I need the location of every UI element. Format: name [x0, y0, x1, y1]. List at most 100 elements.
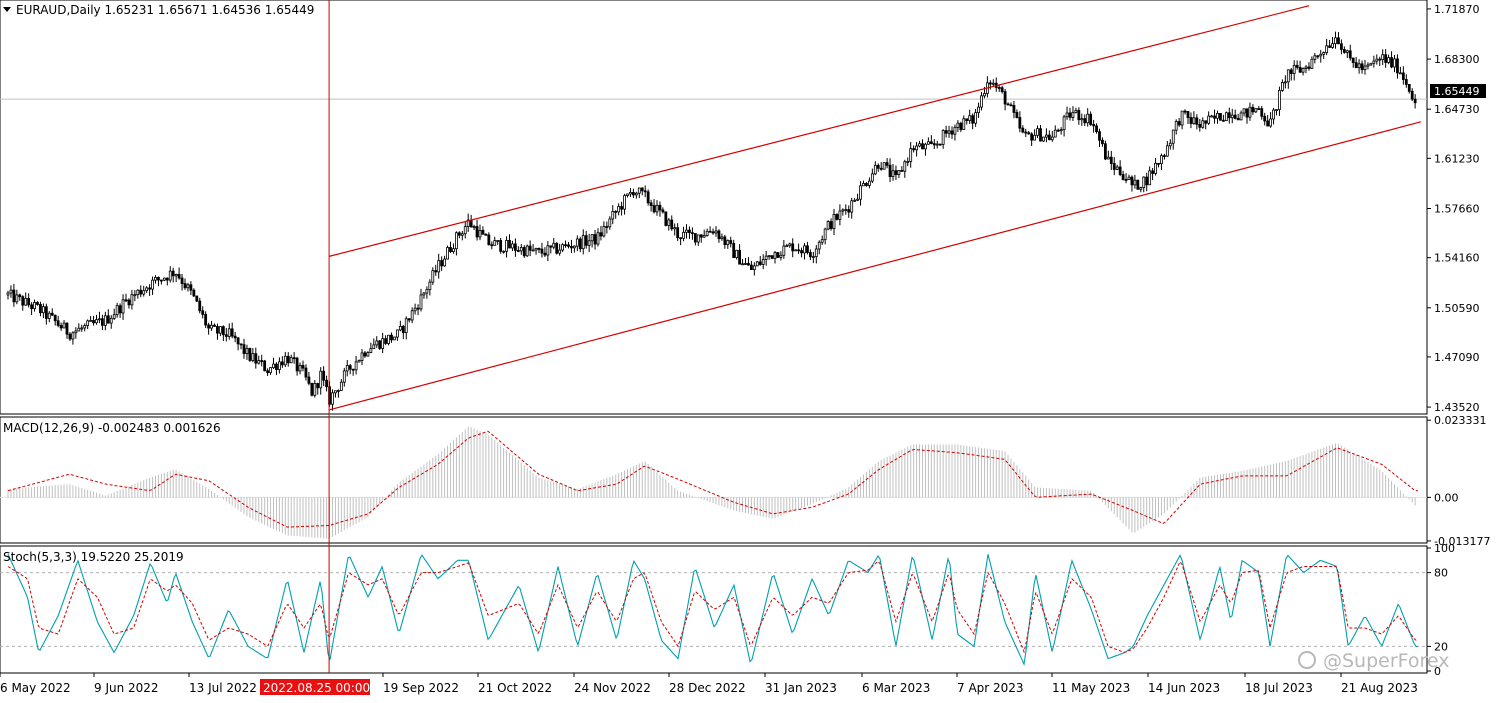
candle-body [859, 185, 862, 200]
candle-body [1157, 162, 1160, 165]
candle-body [685, 229, 688, 233]
candle-body [1148, 170, 1152, 186]
candle [422, 292, 426, 299]
candle [956, 120, 960, 133]
candle-body [1384, 54, 1388, 63]
collapse-triangle-icon[interactable] [3, 7, 11, 12]
candle-body [723, 236, 727, 246]
candle-body [1018, 117, 1022, 129]
candle-body [233, 335, 237, 339]
channel-lower-line[interactable] [328, 121, 1421, 411]
candle [372, 338, 376, 350]
candle [841, 208, 845, 216]
candle [528, 240, 532, 257]
stoch-panel[interactable] [0, 545, 1428, 674]
candle-body [469, 219, 473, 228]
candle [903, 159, 907, 178]
candle-body [145, 287, 149, 292]
candle-body [643, 190, 647, 193]
candle [888, 158, 892, 183]
candle [1357, 59, 1361, 74]
candle [823, 227, 827, 245]
candle-body [74, 330, 78, 334]
candle [640, 187, 644, 196]
candle-body [785, 245, 789, 248]
candle-body [988, 82, 992, 85]
candle [416, 304, 420, 316]
candle-body [947, 130, 951, 134]
candle [971, 113, 975, 130]
candle [1342, 46, 1346, 54]
candle-body [879, 167, 883, 170]
candle-body [59, 325, 63, 329]
candle-body [449, 247, 452, 253]
candle-body [543, 252, 547, 256]
candle-body [1272, 109, 1275, 120]
candle-body [440, 260, 444, 267]
candle [623, 193, 626, 215]
candle-body [275, 363, 278, 370]
candle [1086, 108, 1090, 127]
candle [398, 320, 402, 332]
stoch-signal-line [7, 560, 1418, 654]
candle-body [1095, 125, 1098, 132]
candle-body [463, 226, 467, 235]
candle [602, 221, 606, 238]
candle-body [80, 327, 84, 330]
macd-panel[interactable] [0, 416, 1428, 544]
candle-body [1104, 143, 1107, 160]
candle-body [1236, 118, 1240, 121]
candle [1024, 128, 1028, 138]
candle [189, 281, 193, 296]
candle-body [1233, 114, 1237, 119]
candle [425, 286, 429, 299]
candle-body [183, 283, 187, 289]
candle [1337, 32, 1340, 45]
candle-body [1195, 117, 1199, 125]
candle-body [1036, 128, 1039, 136]
candle-body [133, 294, 137, 297]
candle [280, 356, 284, 368]
candle-body [136, 289, 140, 296]
candle-body [207, 324, 211, 329]
candle [720, 233, 724, 241]
candle [457, 231, 461, 239]
candle-body [1204, 120, 1208, 124]
candle [33, 299, 36, 312]
candle-body [838, 210, 842, 220]
candle-body [794, 249, 798, 252]
candle [1056, 128, 1060, 132]
candle [537, 247, 541, 254]
candle-body [413, 307, 417, 312]
candle [112, 308, 116, 320]
candle-body [640, 187, 644, 192]
candle [331, 389, 334, 411]
candle [44, 303, 48, 325]
price-axis-label: 1.71870 [1434, 3, 1480, 16]
candle-body [283, 355, 287, 366]
candle-body [634, 192, 638, 196]
candle [1083, 114, 1087, 127]
candle-body [555, 242, 559, 254]
selected-date-label[interactable]: 2022.08.25 00:00 [263, 681, 370, 695]
candle-body [260, 360, 264, 362]
price-panel[interactable] [0, 0, 1428, 415]
candle [1384, 49, 1388, 68]
candle [446, 245, 449, 260]
candle-body [251, 353, 255, 361]
candle-body [519, 247, 523, 252]
candle-body [1210, 115, 1213, 118]
candle [699, 234, 703, 243]
candle-body [83, 325, 87, 329]
price-layer [0, 5, 1427, 411]
candle [773, 251, 777, 264]
candle-body [157, 277, 160, 281]
channel-upper-line[interactable] [328, 5, 1310, 257]
candle [401, 324, 405, 340]
candle-body [540, 248, 544, 254]
candle-body [1286, 69, 1290, 83]
candle-body [165, 277, 169, 281]
candle [806, 241, 809, 255]
candle [295, 356, 299, 376]
